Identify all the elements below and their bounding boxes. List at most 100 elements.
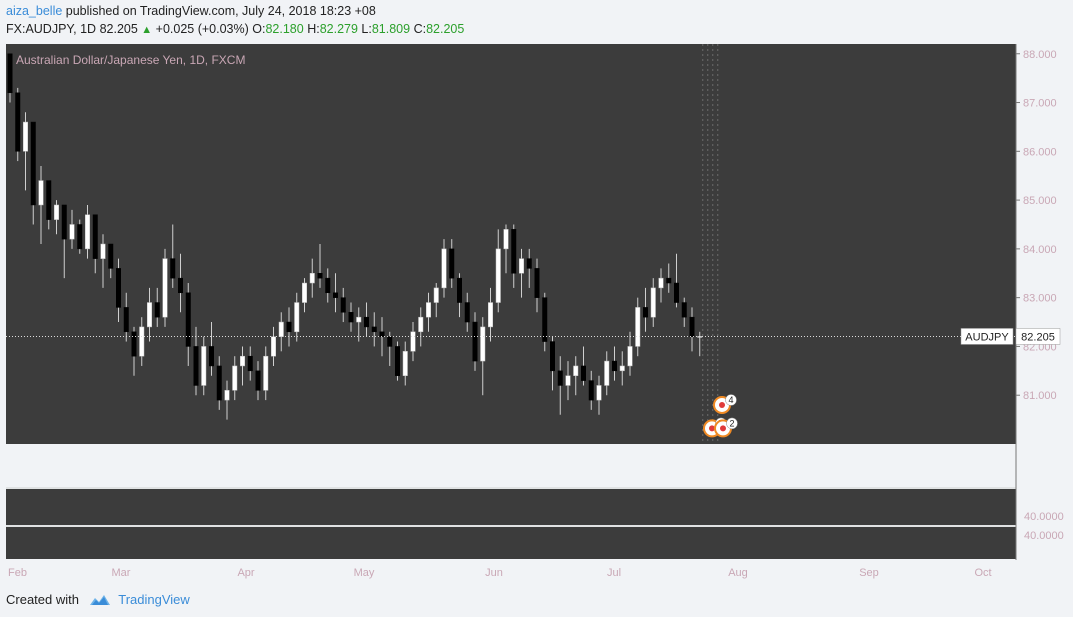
candle-body bbox=[302, 282, 307, 303]
candle-body bbox=[364, 316, 369, 328]
candle-body bbox=[247, 355, 253, 372]
candle-body bbox=[627, 346, 633, 367]
candle-body bbox=[387, 336, 393, 347]
candle-body bbox=[635, 307, 641, 347]
event-count-badge bbox=[725, 394, 737, 406]
open-value: 82.180 bbox=[265, 22, 304, 36]
candle-body bbox=[54, 204, 59, 220]
candle-body bbox=[488, 302, 493, 328]
event-marker-dot bbox=[719, 401, 725, 408]
published-text: published on TradingView.com, July 24, 2… bbox=[65, 4, 376, 18]
candle-body bbox=[643, 307, 648, 318]
candle-body bbox=[116, 268, 121, 308]
candle-body bbox=[402, 351, 408, 376]
y-tick-label: 85.000 bbox=[1023, 195, 1057, 207]
price-axis[interactable]: 88.00087.00086.00085.00084.00083.00082.0… bbox=[1016, 49, 1057, 402]
close-label: C: bbox=[413, 22, 427, 36]
candle-body bbox=[193, 346, 199, 386]
high-label: H: bbox=[307, 22, 320, 36]
candle-body bbox=[619, 365, 625, 372]
candle-body bbox=[550, 341, 555, 372]
candle-body bbox=[565, 375, 571, 386]
main-pane[interactable] bbox=[6, 44, 1016, 444]
candle-body bbox=[232, 365, 238, 391]
symbol-tag-box bbox=[960, 328, 1014, 345]
candle-body bbox=[185, 292, 191, 347]
candle-body bbox=[418, 316, 424, 333]
y-tick-label: 83.000 bbox=[1023, 293, 1057, 305]
price-change: +0.025 (+0.03%) bbox=[155, 22, 249, 36]
price-tag-label: 82.205 bbox=[1021, 331, 1055, 343]
candle-body bbox=[162, 258, 168, 318]
candle-body bbox=[100, 243, 106, 259]
publish-info: aiza_belle published on TradingView.com,… bbox=[6, 4, 376, 18]
candle-body bbox=[325, 277, 331, 294]
candle-body bbox=[340, 297, 346, 313]
candle-body bbox=[263, 355, 269, 391]
candle-body bbox=[147, 302, 152, 328]
x-tick-label: Oct bbox=[974, 567, 991, 579]
candle-body bbox=[224, 390, 230, 401]
tradingview-logo-icon[interactable] bbox=[89, 593, 111, 610]
candle-body bbox=[23, 121, 28, 152]
x-tick-label: Jun bbox=[485, 567, 503, 579]
x-tick-label: Sep bbox=[859, 567, 879, 579]
created-with-text: Created with bbox=[6, 592, 79, 607]
candle-body bbox=[333, 292, 338, 298]
candlestick-chart[interactable]: 88.00087.00086.00085.00084.00083.00082.0… bbox=[6, 44, 1070, 580]
author-link[interactable]: aiza_belle bbox=[6, 4, 63, 18]
open-label: O: bbox=[252, 22, 266, 36]
candle-body bbox=[604, 360, 610, 386]
indicator-pane-2 bbox=[6, 527, 1016, 559]
candle-body bbox=[573, 365, 579, 376]
candle-body bbox=[61, 204, 67, 240]
tradingview-link[interactable]: TradingView bbox=[118, 592, 190, 607]
candle-body bbox=[356, 316, 362, 323]
candle-body bbox=[612, 360, 617, 372]
candle-body bbox=[46, 180, 52, 220]
candle-body bbox=[495, 248, 501, 303]
candle-body bbox=[650, 287, 656, 318]
candle-body bbox=[77, 224, 83, 250]
candle-body bbox=[395, 346, 400, 376]
candle-body bbox=[480, 326, 486, 362]
indicator-value-1: 40.0000 bbox=[1024, 511, 1064, 523]
x-tick-label: Jul bbox=[607, 567, 621, 579]
candle-body bbox=[674, 282, 679, 303]
candle-body bbox=[216, 365, 222, 401]
close-value: 82.205 bbox=[426, 22, 465, 36]
event-marker-dot bbox=[720, 425, 726, 432]
last-price-tag: AUDJPY 82.205 bbox=[960, 328, 1061, 345]
indicator-pane-1 bbox=[6, 489, 1016, 525]
event-count-label: 2 bbox=[729, 418, 734, 428]
event-count-label: 4 bbox=[728, 395, 733, 405]
event-count-badge bbox=[726, 417, 738, 430]
symbol-label: FX:AUDJPY, 1D bbox=[6, 22, 97, 36]
x-tick-label: Mar bbox=[112, 567, 131, 579]
candle-body bbox=[108, 243, 114, 269]
candle-body bbox=[658, 277, 664, 289]
low-label: L: bbox=[361, 22, 372, 36]
candle-body bbox=[519, 258, 524, 274]
chart-container[interactable]: 88.000 87.000 86.000 85.000 84.000 83.000 82.0… bbox=[6, 44, 1070, 580]
candle-body bbox=[286, 321, 292, 333]
candle-body bbox=[511, 229, 517, 274]
x-tick-label: Apr bbox=[237, 567, 254, 579]
candle-body bbox=[271, 336, 276, 357]
candle-body bbox=[92, 214, 98, 259]
symbol-quote-line: FX:AUDJPY, 1D 82.205 ▲ +0.025 (+0.03%) O… bbox=[6, 22, 464, 36]
candle-body bbox=[503, 229, 509, 250]
candle-body bbox=[240, 355, 245, 367]
candle-body bbox=[681, 302, 687, 318]
up-arrow-icon: ▲ bbox=[141, 24, 153, 36]
time-axis[interactable]: Feb Mar Apr May Jun Jul Aug Sep Oct bbox=[8, 567, 992, 579]
candle-body bbox=[581, 365, 586, 381]
candle-body bbox=[38, 180, 44, 206]
event-markers: 472 bbox=[703, 394, 738, 438]
candles-group bbox=[7, 53, 703, 420]
candle-body bbox=[449, 248, 455, 279]
candle-body bbox=[201, 346, 207, 386]
candle-body bbox=[348, 312, 354, 323]
candle-body bbox=[588, 380, 594, 401]
candle-body bbox=[7, 53, 13, 94]
